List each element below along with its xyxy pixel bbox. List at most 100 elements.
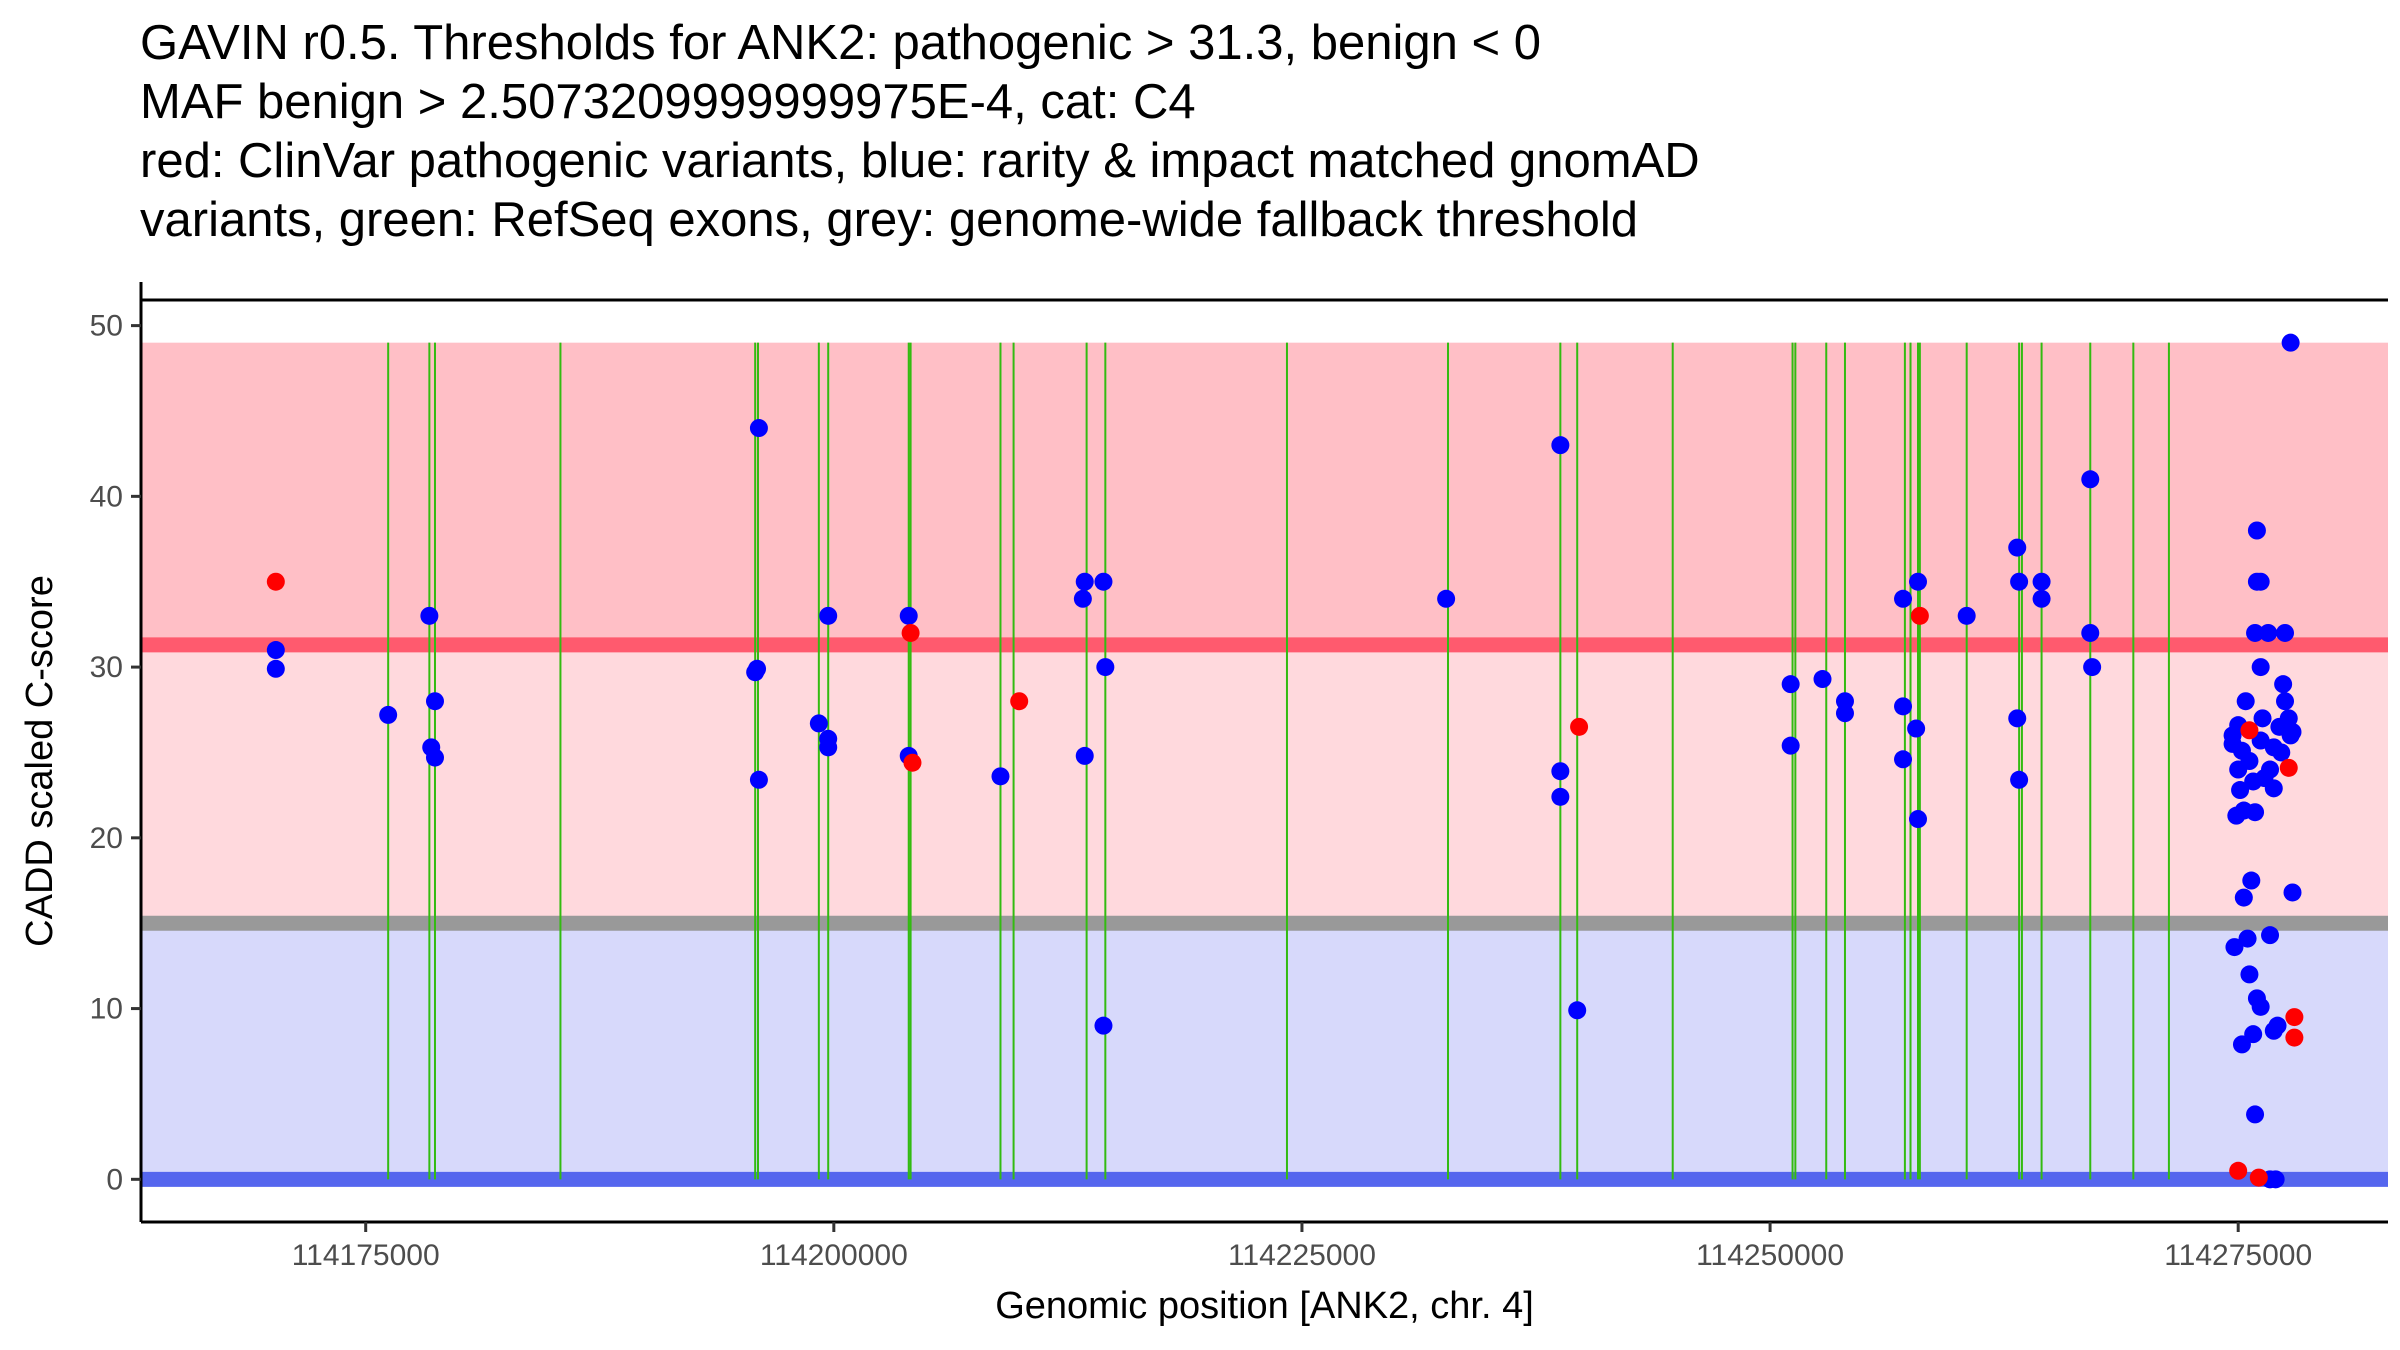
gnomad-point xyxy=(1813,670,1832,689)
gnomad-point xyxy=(2281,726,2300,745)
gnomad-point xyxy=(2225,938,2244,957)
y-tick-label: 20 xyxy=(90,822,123,855)
gnomad-point xyxy=(2010,770,2029,789)
gnomad-point xyxy=(266,659,285,678)
clinvar-point xyxy=(1910,606,1929,625)
variant-points xyxy=(266,333,2304,1189)
gnomad-point xyxy=(1551,787,1570,806)
gnomad-point xyxy=(749,770,768,789)
gnomad-point xyxy=(2081,623,2100,642)
gnomad-point xyxy=(2244,772,2263,791)
gnomad-point xyxy=(748,659,767,678)
clinvar-point xyxy=(2285,1028,2304,1047)
gnomad-point xyxy=(2246,1105,2265,1124)
gnomad-point xyxy=(819,738,838,757)
x-tick-label: 114250000 xyxy=(1696,1239,1844,1272)
gnomad-point xyxy=(2010,572,2029,591)
title-line-1: GAVIN r0.5. Thresholds for ANK2: pathoge… xyxy=(140,16,1541,70)
gnomad-point xyxy=(2251,997,2270,1016)
gnomad-point xyxy=(1551,762,1570,781)
band-pathogenic-weak xyxy=(141,644,2388,924)
gnomad-point xyxy=(991,767,1010,786)
title-line-4: variants, green: RefSeq exons, grey: gen… xyxy=(140,193,1639,247)
x-tick-label: 114225000 xyxy=(1228,1239,1376,1272)
gnomad-point xyxy=(2008,709,2027,728)
gnomad-point xyxy=(1907,719,1926,738)
clinvar-point xyxy=(2249,1168,2268,1187)
gnomad-point xyxy=(2231,781,2250,800)
gnomad-point xyxy=(266,641,285,660)
gnomad-point xyxy=(1894,697,1913,716)
gnomad-point xyxy=(2266,1170,2285,1189)
gnomad-point xyxy=(2008,538,2027,557)
x-tick-label: 114200000 xyxy=(760,1239,908,1272)
gnomad-point xyxy=(2251,572,2270,591)
clinvar-point xyxy=(2285,1008,2304,1027)
gnomad-point xyxy=(2276,692,2295,711)
gnomad-point xyxy=(809,714,828,733)
clinvar-point xyxy=(1010,692,1029,711)
gnomad-point xyxy=(2240,965,2259,984)
gnomad-point xyxy=(2264,1021,2283,1040)
clinvar-point xyxy=(266,572,285,591)
y-tick-label: 30 xyxy=(90,651,123,684)
threshold-lines xyxy=(141,637,2388,1187)
gnomad-point xyxy=(2234,888,2253,907)
gnomad-point xyxy=(1075,746,1094,765)
gnomad-point xyxy=(1075,572,1094,591)
axes xyxy=(139,282,2388,1224)
gnomad-point xyxy=(899,606,918,625)
gnomad-point xyxy=(1957,606,1976,625)
gnomad-point xyxy=(2253,709,2272,728)
clinvar-point xyxy=(2229,1161,2248,1180)
gnomad-point xyxy=(2259,623,2278,642)
gnomad-point xyxy=(2032,572,2051,591)
gnomad-point xyxy=(1568,1001,1587,1020)
threshold-bands xyxy=(141,342,2388,1180)
gnomad-point xyxy=(2283,883,2302,902)
clinvar-point xyxy=(901,623,920,642)
gnomad-point xyxy=(1437,589,1456,608)
chart-title: GAVIN r0.5. Thresholds for ANK2: pathoge… xyxy=(140,14,2380,250)
gnomad-point xyxy=(2232,1035,2251,1054)
gnomad-point xyxy=(2032,589,2051,608)
gnomad-point xyxy=(1909,810,1928,829)
gnomad-point xyxy=(1551,436,1570,455)
gnomad-point xyxy=(2246,623,2265,642)
gnomad-point xyxy=(1835,704,1854,723)
x-tick-label: 114175000 xyxy=(292,1239,440,1272)
gnomad-point xyxy=(1781,675,1800,694)
gnomad-point xyxy=(2247,521,2266,540)
gnomad-point xyxy=(1096,658,1115,677)
gnomad-point xyxy=(2251,658,2270,677)
gnomad-point xyxy=(2281,333,2300,352)
title-line-2: MAF benign > 2.5073209999999975E-4, cat:… xyxy=(140,75,1196,129)
band-pathogenic-strong xyxy=(141,342,2388,645)
gnomad-point xyxy=(1894,589,1913,608)
gnomad-point xyxy=(2276,623,2295,642)
gnomad-point xyxy=(1781,736,1800,755)
band-benign-region xyxy=(141,923,2388,1180)
gnomad-point xyxy=(2242,871,2261,890)
gnomad-point xyxy=(819,606,838,625)
gnomad-point xyxy=(2229,760,2248,779)
gnomad-point xyxy=(2274,675,2293,694)
axis-ticks: 114175000 114200000 114225000 114250000 1142… xyxy=(90,310,2313,1272)
gnomad-point xyxy=(2238,929,2257,948)
gnomad-point xyxy=(2236,692,2255,711)
gnomad-point xyxy=(2264,779,2283,798)
clinvar-point xyxy=(2279,758,2298,777)
gnomad-point xyxy=(1073,589,1092,608)
gnomad-point xyxy=(2083,658,2102,677)
y-tick-label: 0 xyxy=(106,1163,123,1196)
gnomad-point xyxy=(2272,743,2291,762)
clinvar-point xyxy=(903,753,922,772)
gnomad-point xyxy=(425,692,444,711)
gnomad-point xyxy=(2261,926,2280,945)
gnomad-point xyxy=(2227,806,2246,825)
gnomad-point xyxy=(425,748,444,767)
clinvar-point xyxy=(2240,721,2259,740)
y-tick-label: 50 xyxy=(90,310,123,343)
title-line-3: red: ClinVar pathogenic variants, blue: … xyxy=(140,134,1700,188)
gnomad-point xyxy=(1909,572,1928,591)
